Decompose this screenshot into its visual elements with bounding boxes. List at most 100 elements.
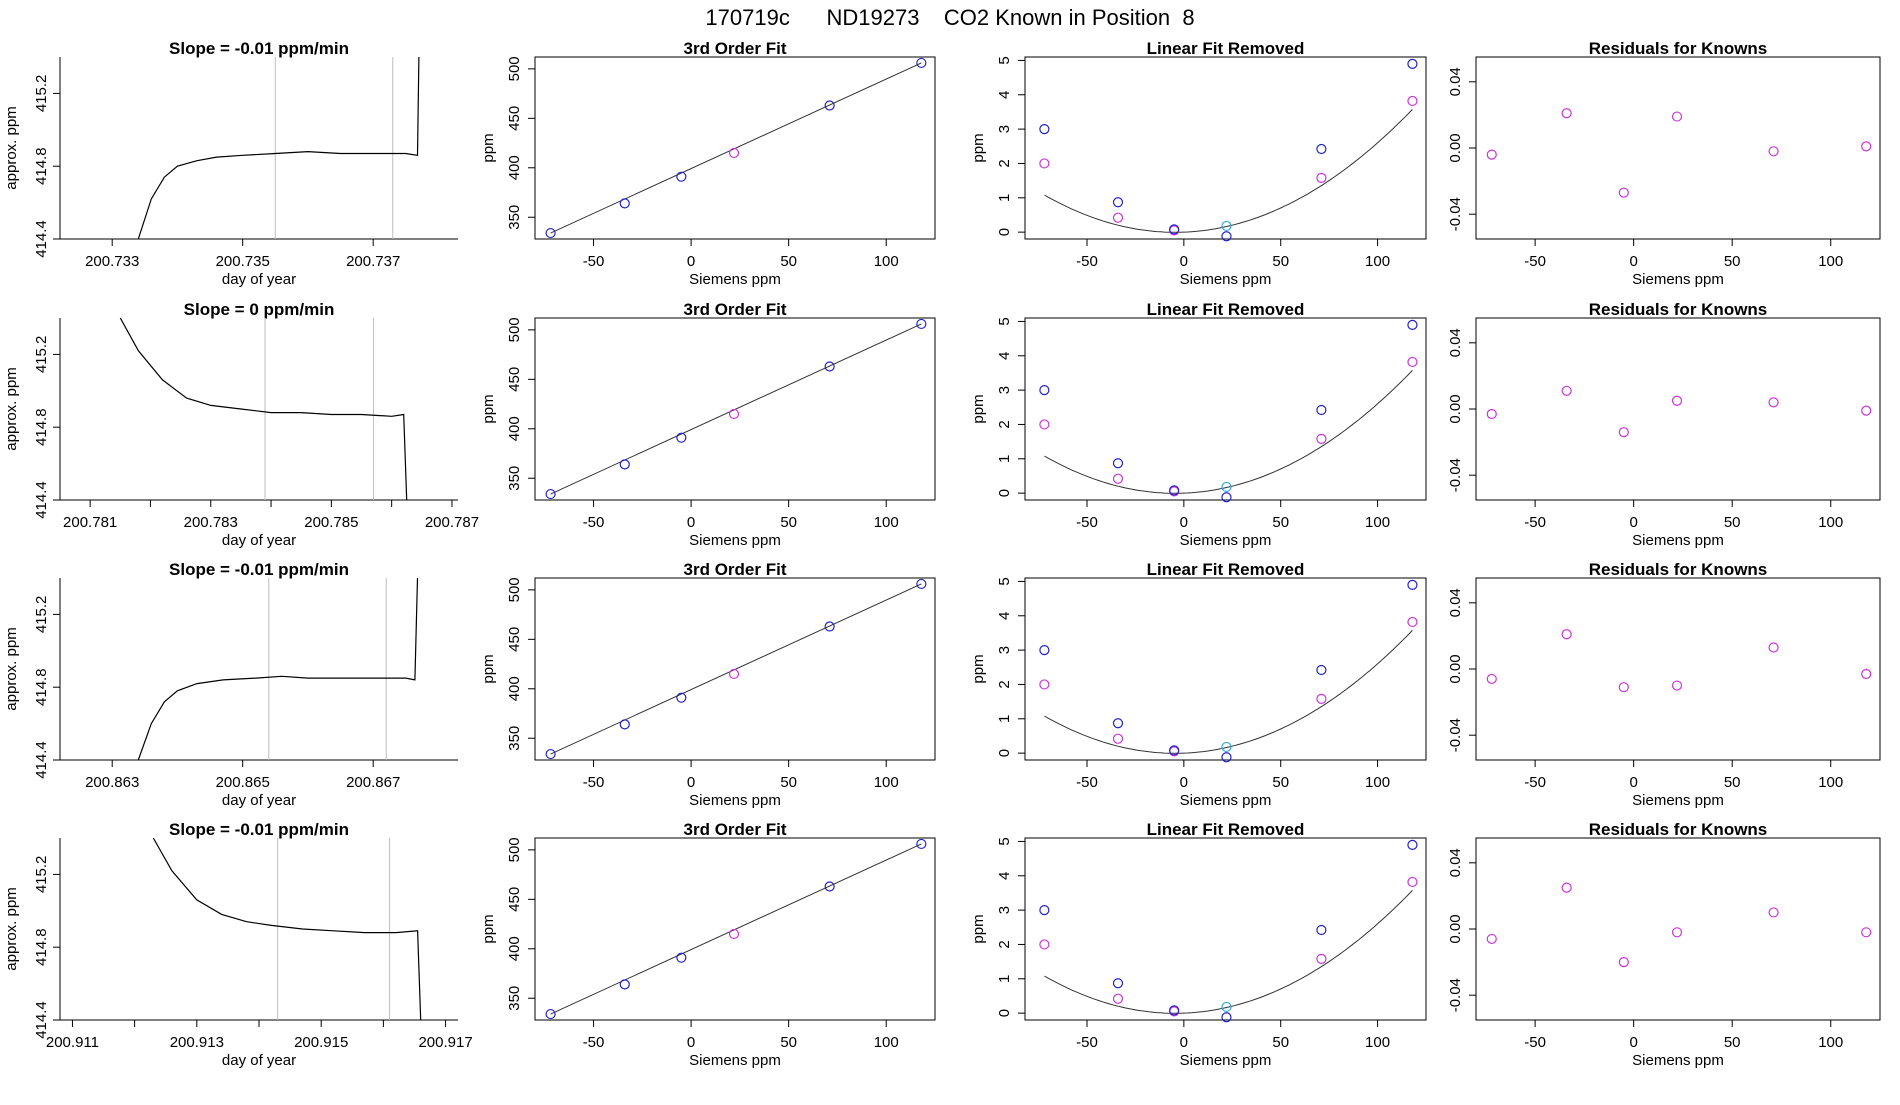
x-tick-label: 0 (1629, 514, 1637, 531)
plot-box (534, 577, 936, 761)
blue-point (1169, 745, 1180, 756)
x-tick-label: 100 (874, 253, 899, 270)
plot-box (1024, 317, 1427, 501)
blue-point (1407, 579, 1418, 590)
linrem-panel: Linear Fit Removed -50 0 50 100 0 1 2 3 4 5 Siemens… (970, 560, 1427, 809)
x-axis-label: Siemens ppm (1632, 1052, 1724, 1069)
residual-point (1561, 882, 1572, 893)
x-tick-label: -50 (1076, 1034, 1098, 1051)
x-tick-label: -50 (1076, 514, 1098, 531)
x-axis-label: Siemens ppm (1632, 792, 1724, 809)
x-tick-label: -50 (583, 1034, 605, 1051)
x-tick-label: 100 (1818, 253, 1843, 270)
panel-title: Linear Fit Removed (1147, 39, 1305, 58)
y-tick-label: 1 (996, 194, 1013, 202)
y-tick-label: 0.00 (1447, 654, 1464, 683)
y-tick-label: 450 (506, 627, 523, 652)
x-tick-label: 0 (1629, 253, 1637, 270)
x-axis-label: Siemens ppm (689, 792, 781, 809)
data-point (916, 838, 927, 850)
blue-point (1112, 718, 1124, 729)
plot-box (534, 317, 936, 501)
page-title: 170719c ND19273 CO2 Known in Position 8 (705, 5, 1194, 30)
x-tick-label: 100 (1365, 774, 1390, 791)
residual-point (1618, 956, 1629, 968)
y-tick-label: 2 (996, 159, 1013, 167)
x-tick-label: 200.917 (418, 1034, 472, 1051)
y-axis-label: approx. ppm (3, 887, 20, 970)
y-tick-label: 3 (996, 386, 1013, 394)
data-point (728, 408, 740, 420)
y-tick-label: 4 (996, 612, 1013, 620)
magenta-point (1112, 212, 1124, 223)
residual-point (1486, 933, 1497, 945)
x-tick-label: 100 (1818, 1034, 1843, 1051)
x-tick-label: 200.733 (85, 253, 139, 270)
linrem-panel: Linear Fit Removed -50 0 50 100 0 1 2 3 4 5 Siemens… (970, 820, 1427, 1069)
x-tick-label: -50 (1524, 774, 1546, 791)
plot-box (1024, 56, 1427, 240)
data-point (824, 881, 835, 892)
x-tick-label: 200.867 (346, 774, 400, 791)
concentration-trace (119, 318, 408, 500)
quadratic-curve (1044, 109, 1413, 233)
time-panel: Slope = 0 ppm/min 200.781 200.783 200.785 20… (3, 300, 479, 549)
magenta-point (1407, 356, 1418, 368)
x-tick-label: -50 (1076, 774, 1098, 791)
y-tick-label: 0.00 (1447, 914, 1464, 943)
x-axis-label: Siemens ppm (689, 532, 781, 549)
data-point (545, 748, 556, 760)
data-point (619, 719, 630, 730)
residual-point (1486, 673, 1497, 685)
residual-point (1618, 187, 1629, 198)
y-tick-label: 500 (506, 837, 523, 862)
y-axis-label: ppm (970, 394, 987, 423)
blue-point (1169, 224, 1180, 235)
panel-title: Slope = -0.01 ppm/min (169, 820, 349, 839)
y-axis-label: approx. ppm (3, 367, 20, 450)
x-tick-label: 100 (1365, 514, 1390, 531)
data-point (916, 57, 927, 69)
cyan-point (1221, 1001, 1232, 1013)
quadratic-curve (1044, 890, 1413, 1014)
x-tick-label: 100 (1818, 774, 1843, 791)
x-tick-label: 0 (687, 1034, 695, 1051)
y-axis-label: approx. ppm (3, 627, 20, 710)
y-axis-label: approx. ppm (3, 106, 20, 189)
y-tick-label: 2 (996, 420, 1013, 428)
x-axis-label: Siemens ppm (1180, 792, 1272, 809)
x-tick-label: 50 (1272, 253, 1289, 270)
y-tick-label: 400 (506, 676, 523, 701)
x-tick-label: 100 (1365, 253, 1390, 270)
x-tick-label: 200.737 (346, 253, 400, 270)
residuals-panel: Residuals for Knowns -50 0 50 100 -0.04 0.00 0.… (1447, 300, 1881, 549)
y-tick-label: 415.2 (33, 596, 50, 634)
x-tick-label: 200.865 (216, 774, 270, 791)
y-axis-label: ppm (970, 654, 987, 683)
data-point (545, 1008, 556, 1020)
data-point (676, 692, 687, 703)
y-tick-label: 414.8 (33, 668, 50, 706)
y-tick-label: 350 (506, 986, 523, 1011)
y-tick-label: 4 (996, 352, 1013, 360)
x-tick-label: 0 (1629, 774, 1637, 791)
y-tick-label: 500 (506, 317, 523, 342)
panel-title: 3rd Order Fit (684, 560, 787, 579)
y-tick-label: 0.00 (1447, 133, 1464, 162)
blue-point (1221, 1012, 1232, 1023)
x-tick-label: 0 (687, 514, 695, 531)
blue-point (1112, 978, 1124, 989)
blue-point (1407, 839, 1418, 850)
y-tick-label: 2 (996, 940, 1013, 948)
magenta-point (1407, 95, 1418, 107)
x-tick-label: 0 (1180, 774, 1188, 791)
y-tick-label: 4 (996, 872, 1013, 880)
data-point (824, 621, 835, 632)
panel-title: Residuals for Knowns (1589, 39, 1768, 58)
fit-panel: 3rd Order Fit -50 0 50 100 350 400 450 500 Siemen… (480, 820, 936, 1069)
fit-panel: 3rd Order Fit -50 0 50 100 350 400 450 500 Siemen… (480, 560, 936, 809)
panel-title: Linear Fit Removed (1147, 560, 1305, 579)
x-tick-label: 200.735 (216, 253, 270, 270)
y-tick-label: 414.8 (33, 928, 50, 966)
y-tick-label: 414.8 (33, 408, 50, 446)
